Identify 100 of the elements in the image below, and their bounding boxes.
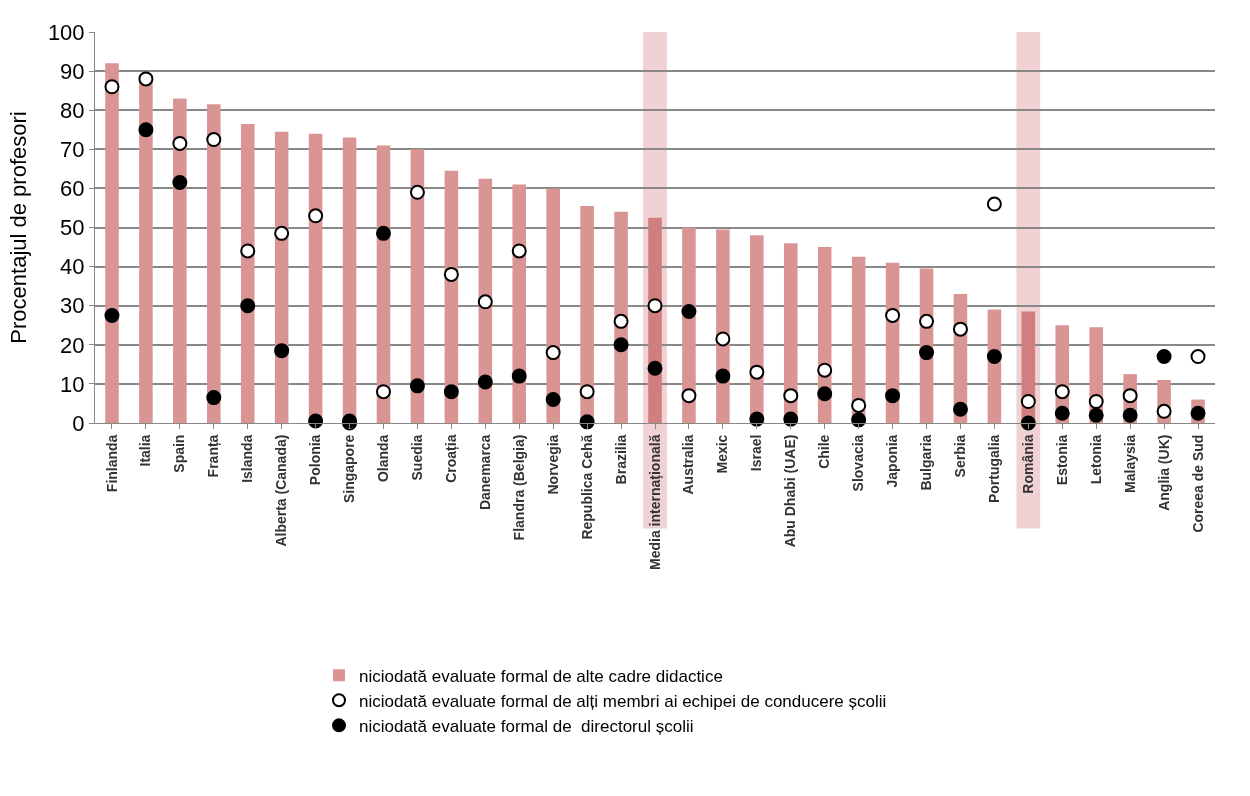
point — [138, 122, 154, 138]
x-tick-label: Mexic — [714, 434, 731, 474]
point — [443, 266, 459, 282]
point — [274, 343, 290, 359]
point — [681, 304, 697, 320]
legend-label: niciodată evaluate formal de directorul școlii — [359, 716, 694, 736]
point — [1020, 415, 1036, 431]
bar — [512, 184, 527, 423]
x-tick-label: Danemarca — [476, 434, 493, 511]
y-tick-label: 50 — [60, 215, 85, 241]
point — [749, 364, 765, 380]
point — [613, 337, 629, 353]
x-tick-label: Bulgaria — [918, 434, 935, 491]
bar — [105, 63, 119, 423]
point — [647, 360, 663, 376]
point — [511, 243, 527, 259]
point — [1156, 349, 1172, 365]
point — [545, 392, 561, 408]
y-tick-label: 60 — [60, 176, 85, 202]
point — [783, 388, 799, 404]
x-tick-label: Anglia (UK) — [1155, 434, 1172, 511]
point — [240, 298, 256, 314]
x-tick-label: Letonia — [1087, 434, 1104, 485]
point — [409, 378, 425, 394]
x-tick-label: Slovacia — [850, 434, 867, 492]
x-tick-label: Australia — [680, 434, 697, 495]
point — [647, 298, 663, 314]
point — [579, 414, 595, 430]
point — [1122, 388, 1138, 404]
bar — [240, 123, 255, 423]
x-tick-label: Alberta (Canada) — [273, 434, 290, 547]
y-tick-label: 90 — [60, 58, 85, 84]
y-tick-label: 40 — [60, 254, 85, 280]
point — [104, 307, 120, 323]
point — [1190, 405, 1206, 421]
point — [613, 313, 629, 329]
y-tick-label: 20 — [60, 332, 85, 358]
point — [1054, 384, 1070, 400]
x-tick-label: Brazilia — [612, 434, 629, 485]
point — [952, 321, 968, 337]
x-tick-label: Norvegia — [544, 434, 561, 495]
x-tick-label: Polonia — [307, 434, 324, 486]
x-tick-label: Japonia — [884, 434, 901, 488]
x-tick-label: Israel — [748, 434, 765, 472]
point — [885, 307, 901, 323]
y-tick-label: 80 — [60, 97, 85, 123]
x-tick-label: România — [1019, 434, 1036, 494]
x-tick-label: Chile — [816, 434, 833, 469]
point — [477, 374, 493, 390]
legend-label: niciodată evaluate formal de alți membri ai echipei de conducere școlii — [359, 691, 887, 711]
point — [409, 184, 425, 200]
point — [715, 368, 731, 384]
point — [274, 225, 290, 241]
point — [240, 243, 256, 259]
x-tick-label: Finlanda — [103, 434, 120, 493]
x-tick-label: Portugalia — [985, 434, 1002, 504]
point — [1054, 405, 1070, 421]
bar — [376, 145, 391, 423]
point — [817, 362, 833, 378]
point — [851, 412, 867, 428]
y-tick-label: 100 — [47, 19, 85, 45]
point — [783, 411, 799, 427]
point — [206, 390, 222, 406]
point — [579, 384, 595, 400]
x-tick-label: Olanda — [375, 434, 392, 483]
y-tick-label: 70 — [60, 137, 85, 162]
point — [308, 208, 324, 224]
point — [749, 411, 765, 427]
point — [172, 135, 188, 151]
point — [138, 71, 154, 87]
x-tick-label: Coreea de Sud — [1189, 434, 1206, 533]
legend-label: niciodată evaluate formal de alte cadre didactice — [359, 666, 723, 686]
x-tick-label: Islanda — [239, 434, 256, 483]
y-tick-label: 10 — [60, 371, 85, 397]
y-tick-label: 30 — [60, 293, 85, 319]
point — [511, 368, 527, 384]
x-tick-label: Singapore — [341, 434, 358, 504]
x-tick-label: Republica Cehă — [578, 434, 595, 540]
x-tick-label: Italia — [137, 434, 154, 467]
point — [919, 313, 935, 329]
point — [1190, 349, 1206, 365]
x-tick-label: Suedia — [408, 434, 425, 481]
point — [1020, 394, 1036, 409]
point — [919, 345, 935, 361]
point — [851, 397, 867, 413]
x-tick-label: Flandra (Belgia) — [510, 434, 527, 541]
point — [986, 349, 1002, 365]
point — [443, 384, 459, 400]
point — [172, 175, 188, 191]
point — [375, 384, 391, 400]
point — [1156, 403, 1172, 419]
point — [715, 331, 731, 347]
point — [986, 196, 1002, 212]
x-tick-label: Franța — [205, 434, 222, 478]
bar — [207, 104, 221, 423]
point — [885, 388, 901, 404]
y-tick-label: 0 — [72, 410, 85, 436]
x-tick-label: Spain — [171, 434, 188, 473]
x-tick-label: Media internațională — [646, 434, 663, 570]
x-tick-label: Malaysia — [1121, 434, 1138, 493]
